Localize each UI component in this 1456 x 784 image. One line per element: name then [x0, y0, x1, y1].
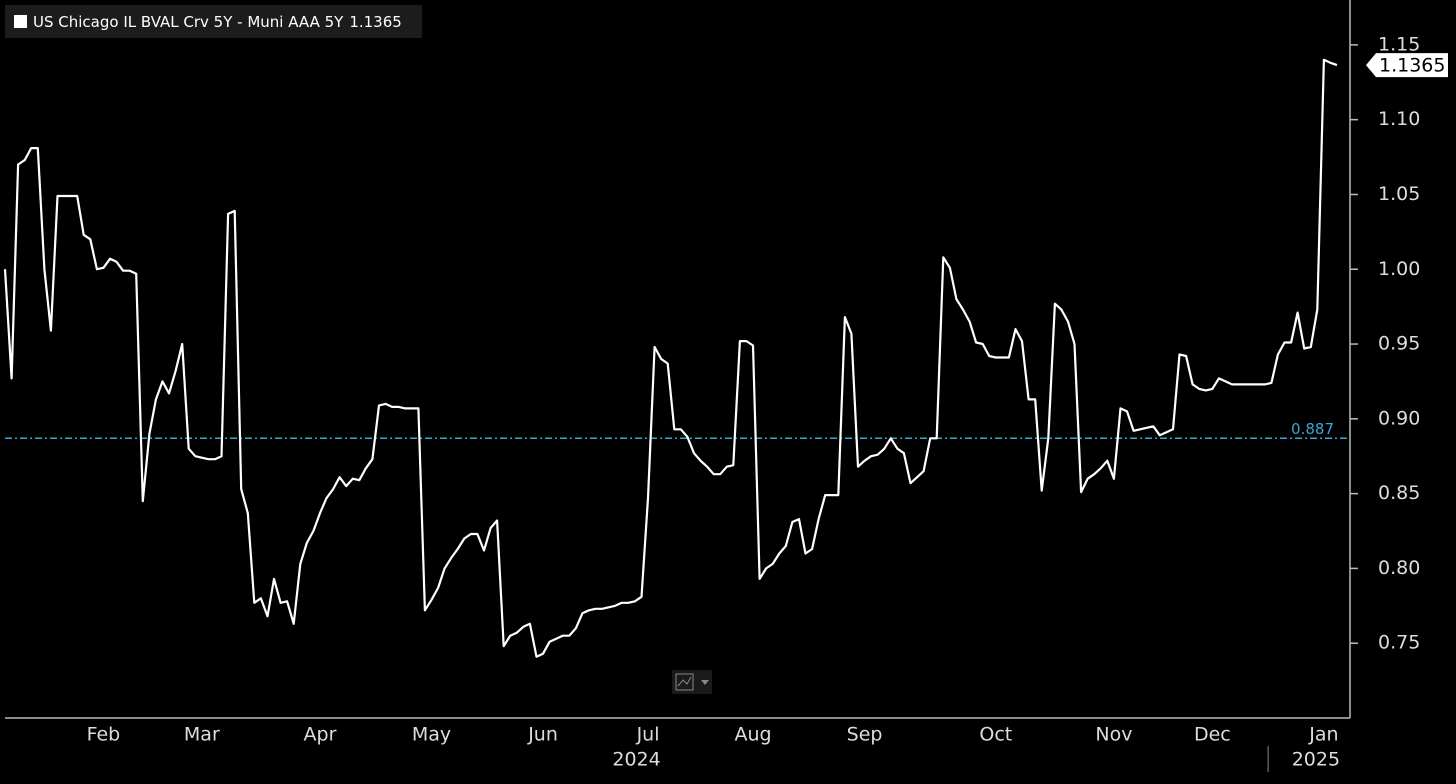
- last-value-label: 1.1365: [1379, 55, 1445, 77]
- y-tick-label: 0.95: [1378, 333, 1420, 355]
- legend-name: US Chicago IL BVAL Crv 5Y - Muni AAA 5Y: [33, 13, 344, 31]
- year-label: 2025: [1292, 749, 1340, 771]
- y-tick-label: 1.10: [1378, 108, 1420, 130]
- year-label: 2024: [612, 749, 660, 771]
- y-tick-label: 1.00: [1378, 258, 1420, 280]
- x-tick-label: Apr: [304, 724, 337, 746]
- legend: US Chicago IL BVAL Crv 5Y - Muni AAA 5Y 1…: [5, 5, 422, 38]
- x-tick-label: May: [412, 724, 451, 746]
- y-tick-label: 0.85: [1378, 482, 1420, 504]
- y-tick-label: 0.75: [1378, 632, 1420, 654]
- x-tick-label: Oct: [979, 724, 1012, 746]
- x-tick-label: Aug: [734, 724, 771, 746]
- legend-value: 1.1365: [349, 13, 402, 31]
- last-value-tag: [1366, 53, 1448, 78]
- legend-entry: US Chicago IL BVAL Crv 5Y - Muni AAA 5Y 1…: [33, 13, 402, 31]
- x-tick-label: Mar: [184, 724, 220, 746]
- x-tick-label: Jan: [1308, 724, 1338, 746]
- y-tick-label: 0.80: [1378, 557, 1420, 579]
- y-tick-label: 0.90: [1378, 407, 1420, 429]
- reference-label: 0.887: [1291, 420, 1334, 438]
- legend-swatch: [14, 15, 27, 28]
- y-tick-label: 1.15: [1378, 33, 1420, 55]
- x-tick-label: Dec: [1194, 724, 1231, 746]
- y-tick-label: 1.05: [1378, 183, 1420, 205]
- button-caret: [701, 680, 709, 685]
- button-icon-line: [677, 676, 692, 687]
- x-tick-label: Feb: [87, 724, 121, 746]
- x-tick-label: Jun: [527, 724, 558, 746]
- x-tick-label: Nov: [1095, 724, 1132, 746]
- chart-type-button[interactable]: [672, 670, 712, 694]
- legend-bg: [5, 5, 422, 38]
- series-line: [3, 58, 1338, 658]
- x-tick-label: Jul: [636, 724, 660, 746]
- button-icon: [675, 673, 694, 691]
- x-tick-label: Sep: [847, 724, 883, 746]
